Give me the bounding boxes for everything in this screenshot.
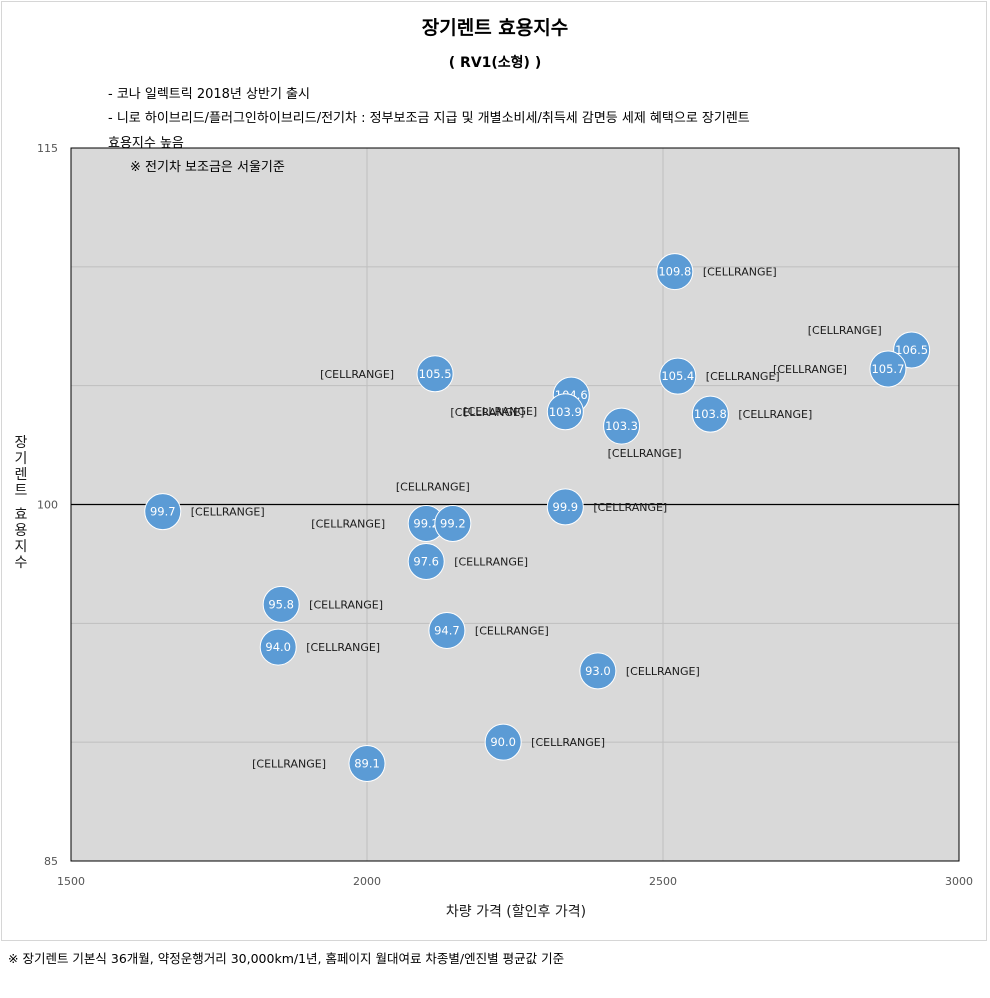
note-line-3: 효용지수 높음 xyxy=(108,136,184,151)
bubble-value-label: 93.0 xyxy=(585,664,611,678)
x-tick-label: 2000 xyxy=(353,875,381,888)
y-axis-title-char: 장 xyxy=(15,435,28,451)
y-tick-label: 100 xyxy=(37,499,58,512)
data-bubble xyxy=(659,357,697,395)
cellrange-label: [CELLRANGE] xyxy=(463,405,537,418)
cellrange-label: [CELLRANGE] xyxy=(531,736,605,749)
bubble-value-label: 105.7 xyxy=(871,362,904,376)
data-bubble xyxy=(484,723,522,761)
bubble-value-label: 109.8 xyxy=(658,265,691,279)
data-bubble xyxy=(416,355,454,393)
data-bubble xyxy=(656,253,694,291)
cellrange-label: [CELLRANGE] xyxy=(454,556,528,569)
cellrange-label: [CELLRANGE] xyxy=(706,370,780,383)
y-tick-label: 85 xyxy=(44,855,58,868)
bubble-value-label: 99.2 xyxy=(440,517,466,531)
cellrange-label: [CELLRANGE] xyxy=(252,758,326,771)
y-axis-title-char: 지 xyxy=(15,539,28,555)
cellrange-label: [CELLRANGE] xyxy=(773,363,847,376)
y-tick-label: 115 xyxy=(37,142,58,155)
bubble-value-label: 94.7 xyxy=(434,623,460,637)
note-line-4: ※ 전기차 보조금은 서울기준 xyxy=(130,160,285,175)
cellrange-label: [CELLRANGE] xyxy=(593,501,667,514)
cellrange-label: [CELLRANGE] xyxy=(450,406,524,419)
bubble-value-label: 90.0 xyxy=(490,735,516,749)
cellrange-label: [CELLRANGE] xyxy=(808,324,882,337)
y-axis-title-char: 수 xyxy=(15,555,28,571)
cellrange-label: [CELLRANGE] xyxy=(396,481,470,494)
bubble-value-label: 99.7 xyxy=(150,505,176,519)
data-bubble xyxy=(434,505,472,543)
bubble-value-label: 97.6 xyxy=(413,555,439,569)
bubble-value-label: 106.5 xyxy=(895,343,928,357)
cellrange-label: [CELLRANGE] xyxy=(320,368,394,381)
cellrange-label: [CELLRANGE] xyxy=(191,506,265,519)
data-bubble xyxy=(428,611,466,649)
bubble-value-label: 103.9 xyxy=(549,405,582,419)
x-axis-title: 차량 가격 (할인후 가격) xyxy=(446,904,586,920)
x-tick-label: 2500 xyxy=(649,875,677,888)
cellrange-label: [CELLRANGE] xyxy=(626,665,700,678)
data-bubble xyxy=(407,543,445,581)
data-bubble xyxy=(691,395,729,433)
y-axis-title-char: 렌 xyxy=(15,467,28,483)
bubble-value-label: 103.8 xyxy=(694,407,727,421)
bubble-value-label: 99.2 xyxy=(413,517,439,531)
cellrange-label: [CELLRANGE] xyxy=(608,447,682,460)
bubble-value-label: 105.4 xyxy=(661,369,694,383)
data-bubble xyxy=(144,493,182,531)
bubble-value-label: 95.8 xyxy=(268,597,294,611)
data-bubble xyxy=(546,488,584,526)
cellrange-label: [CELLRANGE] xyxy=(306,641,380,654)
data-bubble xyxy=(262,585,300,623)
x-tick-label: 3000 xyxy=(945,875,973,888)
data-bubble xyxy=(869,350,907,388)
data-bubble xyxy=(546,393,584,431)
cellrange-label: [CELLRANGE] xyxy=(475,624,549,637)
y-axis-title-char: 효 xyxy=(15,507,28,523)
bubble-value-label: 103.3 xyxy=(605,419,638,433)
data-bubble xyxy=(603,407,641,445)
x-tick-label: 1500 xyxy=(57,875,85,888)
cellrange-label: [CELLRANGE] xyxy=(309,598,383,611)
plot-area: 1500 2000 2500 3000 85 100 115 109.8 [CELLRANGE]… xyxy=(37,142,973,888)
footer-note: ※ 장기렌트 기본식 36개월, 약정운행거리 30,000km/1년, 홈페이… xyxy=(8,951,564,966)
data-bubble xyxy=(579,652,617,690)
chart-subtitle: ( RV1(소형) ) xyxy=(449,54,541,71)
bubble-value-label: 94.0 xyxy=(265,640,291,654)
data-bubble xyxy=(259,628,297,666)
cellrange-label: [CELLRANGE] xyxy=(311,518,385,531)
cellrange-label: [CELLRANGE] xyxy=(738,408,812,421)
y-axis-title-char: 용 xyxy=(15,523,28,539)
chart-title: 장기렌트 효용지수 xyxy=(422,17,568,39)
y-axis-title-char: 트 xyxy=(15,483,28,499)
note-line-1: - 코나 일렉트릭 2018년 상반기 출시 xyxy=(108,87,310,102)
y-axis-title-char: 기 xyxy=(15,451,28,467)
bubble-value-label: 105.5 xyxy=(419,367,452,381)
note-line-2: - 니로 하이브리드/플러그인하이브리드/전기차 : 정부보조금 지급 및 개별… xyxy=(108,111,750,126)
bubble-value-label: 89.1 xyxy=(354,757,380,771)
cellrange-label: [CELLRANGE] xyxy=(703,266,777,279)
bubble-value-label: 99.9 xyxy=(553,500,579,514)
data-bubble xyxy=(348,745,386,783)
